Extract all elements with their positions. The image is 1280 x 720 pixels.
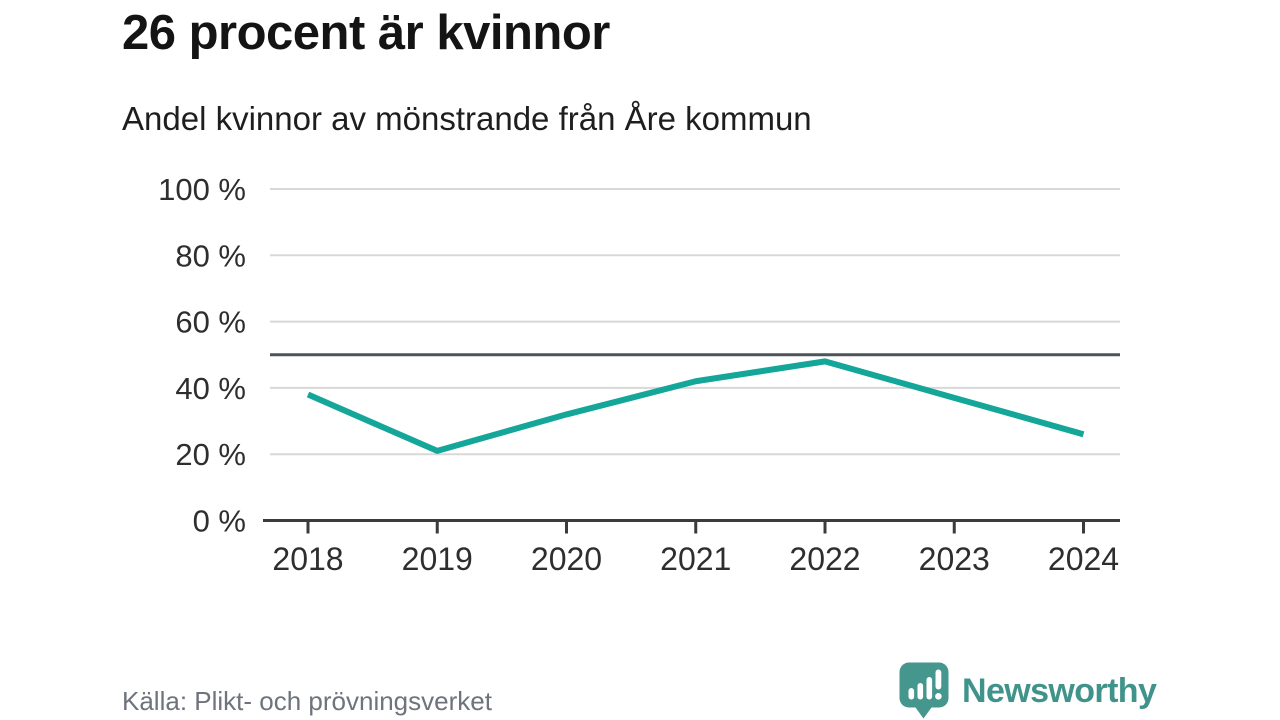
x-axis-label-2019: 2019	[402, 541, 473, 577]
x-axis-label-2021: 2021	[660, 541, 731, 577]
newsworthy-logo: Newsworthy	[898, 661, 1157, 720]
chart-subtitle: Andel kvinnor av mönstrande från Åre kom…	[122, 100, 812, 137]
logo-bar-3	[926, 677, 933, 700]
y-axis-label-20: 20 %	[175, 437, 246, 472]
x-axis-label-2022: 2022	[789, 541, 860, 577]
newsworthy-logo-icon	[899, 662, 949, 719]
data-line-andel-kvinnor	[306, 358, 1085, 454]
source-note: Källa: Plikt- och prövningsverket	[122, 686, 492, 716]
logo-exclamation-dot	[935, 693, 942, 700]
x-axis-label-2020: 2020	[531, 541, 602, 577]
y-axis-label-100: 100 %	[158, 172, 246, 207]
x-axis-label-2018: 2018	[272, 541, 343, 577]
x-axis-label-2024: 2024	[1048, 541, 1119, 577]
chart-title: 26 procent är kvinnor	[122, 6, 610, 60]
y-axis-label-40: 40 %	[175, 371, 246, 406]
x-axis-label-2023: 2023	[919, 541, 990, 577]
y-axis-label-60: 60 %	[175, 305, 246, 340]
logo-bar-1	[908, 688, 915, 700]
y-axis-label-0: 0 %	[193, 504, 246, 539]
line-chart: 0 % 20 % 40 % 60 % 80 % 100 % 2018 2019 2020 2021…	[158, 172, 1120, 577]
y-axis-label-80: 80 %	[175, 238, 246, 273]
logo-bar-2	[917, 683, 924, 700]
newsworthy-logo-text: Newsworthy	[962, 671, 1157, 710]
logo-exclamation-bar	[935, 669, 942, 690]
logo-speech-bubble	[899, 662, 949, 719]
